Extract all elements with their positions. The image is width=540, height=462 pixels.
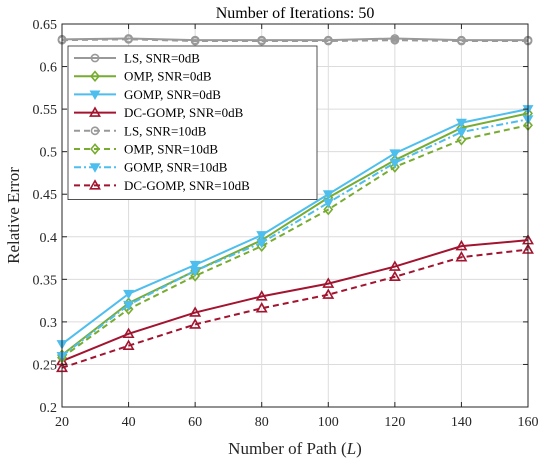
data-point (455, 250, 468, 262)
data-point (190, 36, 200, 46)
data-point (189, 260, 201, 271)
data-point (389, 149, 401, 159)
data-point (456, 133, 467, 146)
legend-marker (89, 163, 101, 173)
data-point (390, 35, 400, 45)
series-6 (56, 115, 534, 362)
y-tick-label: 0.55 (33, 103, 58, 118)
legend-item: OMP, SNR=0dB (74, 69, 212, 84)
x-tick-label: 60 (188, 415, 202, 430)
plot-frame (61, 23, 529, 408)
legend: LS, SNR=0dB OMP, SNR=0dB GOMP, SNR=0dB DC-G… (67, 45, 318, 201)
legend-item: GOMP, SNR=0dB (74, 87, 221, 102)
y-tick-label: 0.45 (33, 188, 58, 203)
legend-label: OMP, SNR=10dB (124, 142, 218, 157)
legend-label: LS, SNR=10dB (124, 123, 207, 138)
legend-box (67, 45, 318, 201)
x-tick-label: 100 (318, 415, 339, 430)
data-point (122, 339, 135, 350)
y-tick-label: 0.5 (40, 146, 58, 161)
legend-item: OMP, SNR=10dB (74, 142, 218, 157)
chart-title: Number of Iterations: 50 (216, 5, 375, 22)
data-point (388, 270, 401, 282)
legend-item: LS, SNR=10dB (74, 123, 207, 138)
data-point (190, 270, 201, 282)
x-tick-label: 140 (451, 415, 472, 430)
x-tick-label: 80 (255, 415, 269, 430)
data-point (123, 289, 135, 300)
data-point (322, 190, 334, 200)
data-point (123, 300, 135, 311)
data-point (122, 327, 135, 339)
series-line (61, 124, 529, 359)
legend-label: LS, SNR=0dB (124, 51, 200, 66)
y-tick-label: 0.25 (33, 358, 58, 373)
data-point (189, 318, 202, 329)
data-point (323, 36, 333, 46)
y-tick-label: 0.65 (33, 18, 58, 33)
data-point (323, 203, 334, 216)
y-tick-label: 0.3 (40, 316, 58, 331)
y-axis-label: Relative Error (4, 167, 23, 264)
legend-marker (89, 106, 101, 117)
legend-marker (90, 53, 100, 63)
ticks: 20 40 60 80 100 120 140 160 0.2 0.25 0.3 0.35 0.4 0.4… (33, 18, 539, 430)
series-line (61, 239, 529, 362)
legend-label: DC-GOMP, SNR=0dB (124, 105, 244, 120)
data-point (455, 118, 467, 129)
data-point (322, 288, 335, 299)
x-tick-label: 160 (518, 415, 539, 430)
series-2 (56, 105, 534, 350)
legend-item: GOMP, SNR=10dB (74, 160, 228, 175)
legend-label: GOMP, SNR=10dB (124, 160, 228, 175)
data-point (455, 128, 467, 138)
legend-label: DC-GOMP, SNR=10dB (124, 178, 250, 193)
series-4 (57, 34, 533, 46)
x-axis-label: Number of Path (L) (228, 439, 362, 458)
data-point (457, 36, 466, 46)
data-point (388, 260, 401, 271)
legend-label: OMP, SNR=0dB (124, 69, 212, 84)
legend-label: GOMP, SNR=0dB (124, 87, 221, 102)
data-point (256, 238, 268, 249)
data-point (389, 161, 400, 173)
data-point (257, 36, 267, 46)
x-tick-label: 40 (122, 415, 136, 430)
series-line (61, 248, 529, 369)
data-point (189, 306, 202, 317)
legend-item: DC-GOMP, SNR=10dB (74, 178, 250, 193)
data-point (455, 239, 468, 251)
data-point (189, 266, 201, 277)
legend-item: LS, SNR=0dB (74, 51, 200, 66)
series-line (61, 118, 529, 357)
legend-marker (89, 90, 101, 101)
data-point (255, 302, 268, 313)
data-point (322, 198, 334, 209)
legend-marker (90, 126, 100, 136)
data-point (389, 158, 401, 169)
series-line (61, 108, 529, 345)
legend-item: DC-GOMP, SNR=0dB (74, 105, 244, 120)
y-tick-label: 0.4 (40, 231, 58, 246)
y-tick-label: 0.2 (40, 401, 58, 416)
data-point (256, 231, 268, 241)
x-tick-label: 20 (55, 415, 69, 430)
y-tick-label: 0.6 (40, 61, 58, 76)
data-point (255, 290, 268, 301)
legend-marker (89, 179, 101, 190)
data-point (124, 34, 133, 44)
y-tick-label: 0.35 (33, 273, 58, 288)
series-line (61, 38, 528, 43)
legend-marker (90, 70, 100, 83)
x-tick-label: 120 (384, 415, 405, 430)
data-point (322, 277, 335, 288)
legend-marker (90, 143, 100, 155)
series-line (61, 112, 529, 356)
